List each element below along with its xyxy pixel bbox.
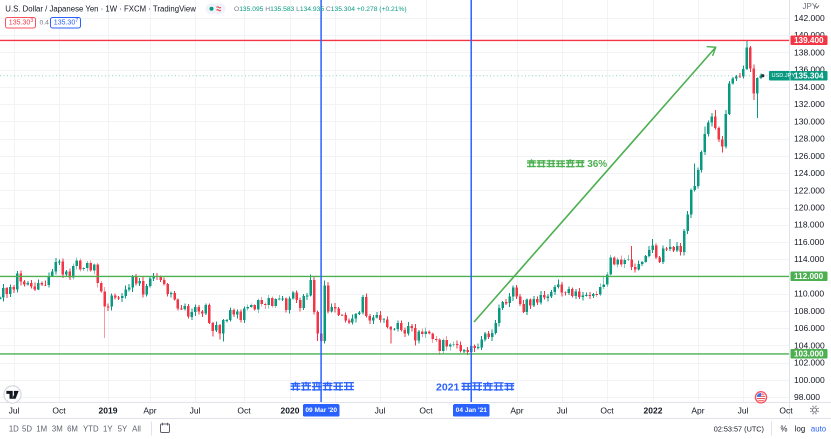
svg-text:104.000: 104.000 [794, 340, 825, 350]
svg-text:3M: 3M [52, 425, 63, 434]
svg-text:138.000: 138.000 [794, 48, 825, 58]
svg-text:Jul: Jul [9, 405, 20, 415]
svg-text:120.000: 120.000 [794, 203, 825, 213]
svg-text:All: All [132, 425, 141, 434]
svg-text:Jul: Jul [375, 405, 386, 415]
svg-text:132.000: 132.000 [794, 99, 825, 109]
svg-text:2022: 2022 [644, 405, 663, 415]
svg-text:2021: 2021 [436, 381, 460, 393]
svg-text:118.000: 118.000 [794, 220, 824, 230]
svg-text:126.000: 126.000 [794, 151, 825, 161]
svg-text:log: log [795, 425, 805, 434]
svg-text:112.000: 112.000 [794, 272, 824, 281]
svg-text:135.303: 135.303 [9, 18, 33, 27]
svg-text:135.304: 135.304 [794, 72, 824, 81]
svg-text:110.000: 110.000 [794, 289, 824, 299]
svg-text:134.000: 134.000 [794, 82, 825, 92]
svg-text:2020: 2020 [281, 405, 300, 415]
svg-text:106.000: 106.000 [794, 323, 825, 333]
svg-text:0.4: 0.4 [40, 20, 50, 27]
svg-text:140.000: 140.000 [794, 30, 825, 40]
svg-text:114.000: 114.000 [794, 254, 824, 264]
svg-text:Oct: Oct [419, 405, 433, 415]
svg-text:142.000: 142.000 [794, 13, 825, 23]
svg-text:1D: 1D [9, 425, 19, 434]
svg-text:%: % [781, 425, 788, 434]
svg-text:98.000: 98.000 [794, 392, 820, 402]
svg-text:YTD: YTD [83, 425, 99, 434]
svg-text:100.000: 100.000 [794, 375, 825, 385]
svg-text:Jul: Jul [738, 405, 749, 415]
svg-text:Apr: Apr [691, 405, 704, 415]
svg-text:136.000: 136.000 [794, 65, 825, 75]
svg-text:Oct: Oct [237, 405, 251, 415]
svg-text:2019: 2019 [99, 405, 118, 415]
svg-text:Oct: Oct [600, 405, 614, 415]
svg-text:5D: 5D [22, 425, 32, 434]
svg-text:Oct: Oct [779, 405, 793, 415]
svg-text:02:53:57 (UTC): 02:53:57 (UTC) [714, 425, 764, 434]
svg-text:5Y: 5Y [118, 425, 128, 434]
svg-text:1Y: 1Y [103, 425, 113, 434]
svg-text:1M: 1M [36, 425, 47, 434]
svg-text:6M: 6M [67, 425, 78, 434]
svg-text:102.000: 102.000 [794, 358, 825, 368]
svg-text:36%: 36% [587, 159, 607, 170]
svg-text:JPY: JPY [803, 2, 818, 11]
svg-text:130.000: 130.000 [794, 116, 825, 126]
svg-text:139.400: 139.400 [794, 36, 824, 45]
svg-text:auto: auto [811, 425, 827, 434]
svg-text:103.000: 103.000 [794, 350, 824, 359]
svg-text:124.000: 124.000 [794, 168, 825, 178]
svg-text:128.000: 128.000 [794, 134, 825, 144]
svg-text:Jul: Jul [557, 405, 568, 415]
svg-text:O135.095 H135.583 L134.935 C13: O135.095 H135.583 L134.935 C135.304 +0.2… [234, 6, 407, 13]
svg-text:USD.JPY: USD.JPY [772, 73, 796, 79]
svg-text:04 Jan '21: 04 Jan '21 [456, 407, 488, 414]
svg-text:135.307: 135.307 [54, 18, 78, 27]
svg-text:122.000: 122.000 [794, 185, 825, 195]
svg-text:Jul: Jul [190, 405, 201, 415]
svg-text:Apr: Apr [143, 405, 156, 415]
svg-text:116.000: 116.000 [794, 237, 824, 247]
svg-text:Oct: Oct [52, 405, 66, 415]
svg-text:09 Mar '20: 09 Mar '20 [305, 407, 337, 414]
svg-text:108.000: 108.000 [794, 306, 825, 316]
svg-text:U.S. Dollar / Japanese Yen · 1: U.S. Dollar / Japanese Yen · 1W · FXCM ·… [5, 5, 196, 14]
svg-text:Apr: Apr [510, 405, 523, 415]
